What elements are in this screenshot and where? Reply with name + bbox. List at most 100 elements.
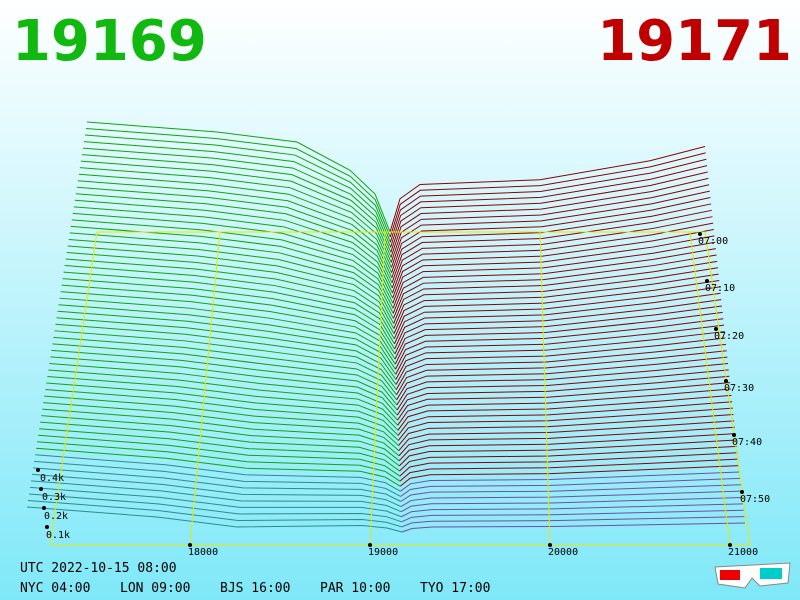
bid-depth-line (65, 258, 395, 340)
ask-depth-line (397, 401, 733, 436)
bid-depth-line (59, 297, 396, 370)
ask-depth-line (392, 235, 715, 304)
bid-depth-line (86, 121, 391, 233)
bid-depth-line (70, 225, 394, 314)
time-tick (732, 433, 736, 437)
ask-depth-line (400, 471, 740, 492)
volume-tick (39, 487, 43, 491)
ask-depth-line (397, 407, 733, 441)
ask-depth-line (393, 267, 718, 329)
ask-depth-line (401, 503, 743, 518)
ask-depth-line (397, 388, 731, 426)
ask-depth-line (396, 356, 728, 401)
bid-depth-line (39, 428, 400, 472)
ask-depth-line (397, 394, 732, 431)
ask-depth-line (394, 286, 720, 345)
bid-depth-line (75, 193, 393, 289)
bid-depth-line (83, 141, 392, 248)
ask-depth-line (399, 452, 738, 477)
bid-depth-line (41, 415, 400, 462)
bid-depth-line (35, 454, 401, 492)
volume-tick (42, 506, 46, 510)
volume-label: 0.4k (40, 473, 64, 484)
ask-depth-line (399, 458, 739, 482)
price-label: 21000 (728, 547, 758, 558)
ask-depth-line (393, 260, 718, 324)
ask-depth-line (392, 228, 714, 299)
ask-depth-line (401, 509, 744, 523)
time-label: 07:20 (714, 331, 744, 342)
bid-depth-line (26, 506, 403, 533)
bid-depth-line (76, 186, 393, 284)
ask-depth-line (393, 273, 719, 334)
bid-depth-line (57, 310, 397, 380)
ask-depth-line (396, 375, 730, 416)
ask-depth-line (395, 318, 724, 370)
price-tick (368, 543, 372, 547)
bid-depth-line (45, 389, 399, 441)
floor-grid (49, 231, 751, 546)
ask-depth-line (395, 343, 727, 390)
bid-depth-line (85, 128, 391, 238)
bid-depth-line (51, 349, 398, 411)
volume-label: 0.1k (46, 530, 70, 541)
time-tick (705, 279, 709, 283)
bid-depth-line (72, 212, 394, 304)
time-label: 07:50 (740, 494, 770, 505)
ask-depth-line (395, 331, 725, 380)
bid-depth-line (74, 199, 393, 294)
ask-depth-line (390, 165, 708, 248)
glasses-icon (714, 562, 791, 589)
ask-depth-line (394, 305, 723, 360)
ask-depth-line (393, 280, 720, 339)
bid-depth-line (84, 134, 391, 243)
price-label: 18000 (188, 547, 218, 558)
time-tick (724, 379, 728, 383)
price-tick (728, 543, 732, 547)
price-tick (548, 543, 552, 547)
volume-tick (45, 525, 49, 529)
bid-depth-line (50, 356, 398, 416)
ask-depth-line (398, 420, 735, 451)
ask-depth-line (400, 490, 742, 508)
bid-depth-line (79, 167, 392, 268)
ask-depth-line (391, 222, 714, 294)
time-label: 07:40 (732, 437, 762, 448)
bid-depth-line (44, 395, 399, 446)
ask-depth-line (394, 299, 722, 355)
ask-depth-line (392, 254, 717, 319)
ask-depth-line (397, 382, 731, 421)
ask-depth-line (400, 496, 743, 513)
bid-depth-line (36, 447, 401, 487)
bid-depth-line (77, 180, 393, 278)
time-label: 07:30 (724, 383, 754, 394)
bid-depth-line (48, 369, 399, 426)
bid-depth-line (82, 147, 392, 253)
utc-time: UTC 2022-10-15 08:00 (20, 561, 177, 576)
ask-depth-line (391, 197, 711, 273)
bid-depth-line (54, 330, 397, 396)
time-tick (740, 490, 744, 494)
bid-depth-line (42, 408, 400, 457)
ask-depth-line (396, 369, 729, 411)
ask-depth-line (398, 433, 736, 462)
bid-depth-line (32, 473, 402, 508)
bid-depth-line (49, 362, 398, 421)
ask-depth-line (400, 484, 741, 502)
bid-depth-line (40, 421, 400, 467)
zone-time: TYO 17:00 (420, 581, 490, 596)
ask-depth-line (390, 171, 708, 253)
ask-depth-line (401, 522, 746, 533)
bid-depth-line (31, 480, 402, 513)
ask-depth-line (389, 146, 706, 233)
ask-depth-line (389, 158, 707, 243)
bid-depth-line (43, 402, 400, 452)
bid-depth-line (78, 173, 393, 273)
ask-depth-line (391, 203, 712, 278)
ask-depth-line (390, 190, 710, 268)
bid-depth-line (27, 499, 402, 528)
price-label: 19000 (368, 547, 398, 558)
zone-time: NYC 04:00 (20, 581, 90, 596)
bid-depth-line (80, 160, 392, 263)
bid-depth-line (55, 323, 397, 390)
